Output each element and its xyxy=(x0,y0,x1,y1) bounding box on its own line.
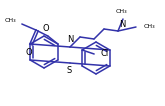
Text: CH₃: CH₃ xyxy=(4,19,16,24)
Text: S: S xyxy=(66,66,72,75)
Text: N: N xyxy=(119,20,125,29)
Text: Cl: Cl xyxy=(100,50,108,59)
Text: CH₃: CH₃ xyxy=(115,9,127,14)
Text: N: N xyxy=(67,35,73,44)
Text: O: O xyxy=(26,48,32,57)
Text: CH₃: CH₃ xyxy=(144,24,156,29)
Text: O: O xyxy=(43,24,49,33)
